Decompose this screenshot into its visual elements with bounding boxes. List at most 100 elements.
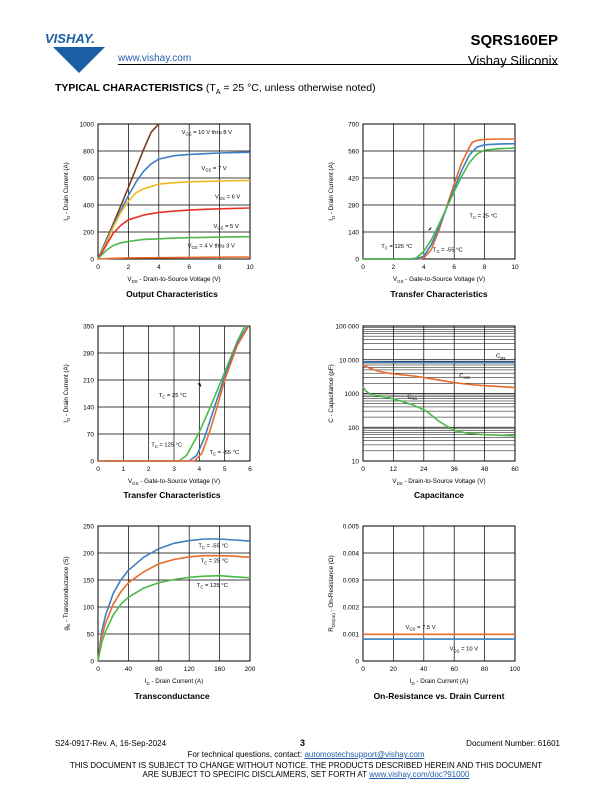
y-axis-title: ID - Drain Current (A) <box>63 364 71 422</box>
series-line-4 <box>97 207 251 260</box>
y-axis-title: C - Capacitance (pF) <box>328 364 335 422</box>
series-line-3 <box>97 574 251 662</box>
y-axis-title: gfs - Transconductance (S) <box>63 556 71 630</box>
y-tick-label: 560 <box>348 149 359 156</box>
footer-notice-line2: ARE SUBJECT TO SPECIFIC DISCLAIMERS, SET… <box>142 770 470 779</box>
x-tick-label: 6 <box>248 466 252 473</box>
x-tick-label: 8 <box>483 264 487 271</box>
transconductance-chart: 0 40 80 120 160 200 0 50 100 150 200 250 TC = -55 °C… <box>63 524 256 686</box>
y-tick-label: 700 <box>348 122 359 129</box>
x-tick-label: 20 <box>390 666 398 673</box>
y-tick-label: 0 <box>90 459 94 466</box>
x-tick-label: 160 <box>214 666 225 673</box>
series-line-3 <box>363 147 516 260</box>
x-tick-label: 8 <box>218 264 222 271</box>
y-tick-label: 140 <box>83 405 94 412</box>
series-line-3 <box>97 179 251 260</box>
y-axis-title: RDS(on) - On-Resistance (Ω) <box>328 555 336 631</box>
x-tick-label: 40 <box>420 666 428 673</box>
series-line-3 <box>362 386 516 437</box>
section-title-text: TYPICAL CHARACTERISTICS <box>55 82 203 94</box>
vishay-logo: VISHAY. <box>45 31 115 80</box>
y-tick-label: 140 <box>348 230 359 237</box>
footer-tech-contact: For technical questions, contact: automo… <box>187 750 425 759</box>
curve-annotation: Ciss <box>496 354 505 361</box>
series-line-1 <box>97 538 251 662</box>
curve-annotation: Crss <box>407 394 417 401</box>
curve-annotation: VGS = 7.5 V <box>406 625 436 632</box>
x-tick-label: 40 <box>125 666 133 673</box>
series-line-1 <box>98 325 246 462</box>
series-line-2 <box>362 364 516 389</box>
tech-support-email-link[interactable]: automostechsupport@vishay.com <box>304 750 425 759</box>
x-tick-label: 0 <box>361 466 365 473</box>
series-line-3 <box>98 325 250 462</box>
curve-annotation: TC = 25 °C <box>469 214 497 221</box>
x-axis-title: ID - Drain Current (A) <box>145 678 203 686</box>
transfer-characteristics-chart-1: 0 2 4 6 8 10 0 140 280 420 560 700 TC = 25 °C TC = 12… <box>328 122 519 284</box>
y-axis-title: ID - Drain Current (A) <box>328 162 336 220</box>
x-tick-label: 10 <box>246 264 254 271</box>
x-tick-label: 4 <box>198 466 202 473</box>
y-tick-label: 200 <box>83 551 94 558</box>
curve-annotation: VGS = 4 V thru 3 V <box>188 244 235 251</box>
x-tick-label: 2 <box>127 264 131 271</box>
section-condition: (TA = 25 °C, unless otherwise noted) <box>205 82 376 97</box>
y-tick-label: 0.003 <box>343 578 360 585</box>
x-tick-label: 2 <box>392 264 396 271</box>
y-tick-label: 400 <box>83 203 94 210</box>
x-tick-label: 0 <box>96 466 100 473</box>
output-characteristics-chart: 0 2 4 6 8 10 0 200 400 600 800 1000 VGS = 10 V thru … <box>63 122 254 284</box>
caption-on-resistance: On-Resistance vs. Drain Current <box>373 691 505 701</box>
capacitance-chart: 0 12 24 36 48 60 10 100 1000 10 000 100 000 Ciss Cos… <box>328 324 519 486</box>
y-axis-title: ID - Drain Current (A) <box>63 162 71 220</box>
x-tick-label: 5 <box>223 466 227 473</box>
footer-document-number: Document Number: 61601 <box>466 739 560 748</box>
curve-annotation: VGS = 7 V <box>201 166 226 173</box>
plot-frame <box>362 525 516 662</box>
curve-annotation: TC = 125 °C <box>151 442 182 449</box>
caption-transfer-1: Transfer Characteristics <box>390 289 488 299</box>
curve-annotation: VGS = 6 V <box>215 194 240 201</box>
y-tick-label: 800 <box>83 149 94 156</box>
on-resistance-chart: 0 20 40 60 80 100 0 0.001 0.002 0.003 0.004 0.005 VG… <box>328 524 521 686</box>
x-tick-label: 60 <box>451 666 459 673</box>
x-tick-label: 0 <box>96 666 100 673</box>
curve-annotation: TC = -55 °C <box>433 247 463 254</box>
x-tick-label: 0 <box>96 264 100 271</box>
x-tick-label: 100 <box>510 666 521 673</box>
x-tick-label: 200 <box>245 666 256 673</box>
x-tick-label: 10 <box>511 264 519 271</box>
disclaimer-link[interactable]: www.vishay.com/doc?91000 <box>369 770 470 779</box>
plot-frame <box>362 123 516 260</box>
curve-annotation: TC = 25 °C <box>201 559 229 566</box>
plot-frame <box>97 123 251 260</box>
y-tick-label: 10 000 <box>339 357 359 364</box>
y-tick-label: 0 <box>90 659 94 666</box>
curve-annotation: TC = 125 °C <box>197 583 228 590</box>
x-tick-label: 24 <box>420 466 428 473</box>
y-tick-label: 0.002 <box>343 605 360 612</box>
site-url-link[interactable]: www.vishay.com <box>118 53 192 64</box>
x-tick-label: 3 <box>172 466 176 473</box>
caption-output: Output Characteristics <box>126 289 218 299</box>
x-tick-label: 36 <box>451 466 459 473</box>
x-tick-label: 6 <box>452 264 456 271</box>
x-tick-label: 60 <box>511 466 519 473</box>
x-tick-label: 0 <box>361 264 365 271</box>
plot-frame <box>97 525 251 662</box>
y-tick-label: 600 <box>83 176 94 183</box>
x-axis-title: VGS - Gate-to-Source Voltage (V) <box>128 478 220 486</box>
grid <box>362 326 516 462</box>
x-tick-label: 12 <box>390 466 398 473</box>
annotation-arrow <box>427 226 432 231</box>
y-tick-label: 150 <box>83 578 94 585</box>
x-tick-label: 120 <box>184 666 195 673</box>
x-axis-title: VDS - Drain-to-Source Voltage (V) <box>127 276 220 284</box>
x-axis-title: ID - Drain Current (A) <box>410 678 468 686</box>
x-tick-label: 48 <box>481 466 489 473</box>
curve-annotation: VGS = 5 V <box>214 224 239 231</box>
footer-revision: S24-0917-Rev. A, 16-Sep-2024 <box>55 739 167 748</box>
y-tick-label: 100 <box>348 425 359 432</box>
x-tick-label: 4 <box>422 264 426 271</box>
